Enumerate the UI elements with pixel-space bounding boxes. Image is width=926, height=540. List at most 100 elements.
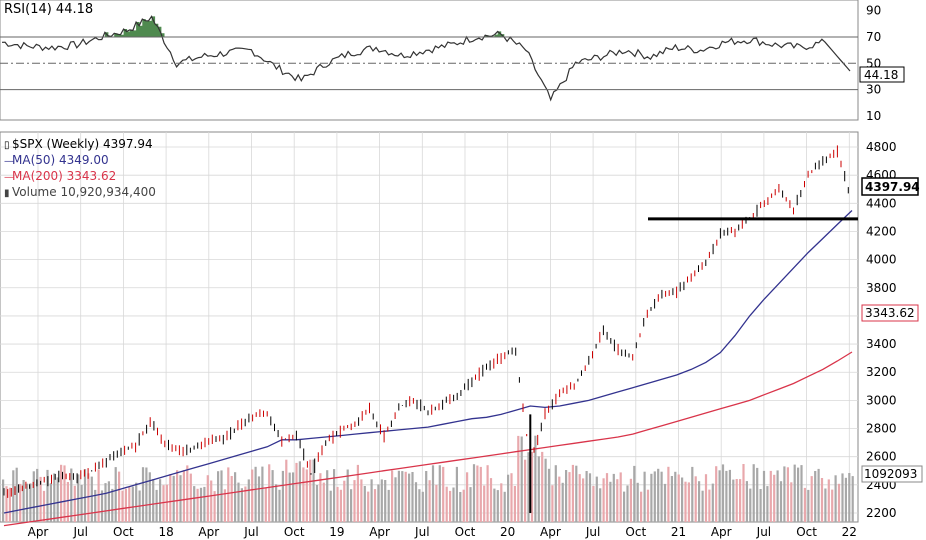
volume-bar — [360, 479, 363, 522]
volume-bar — [803, 487, 806, 522]
volume-bar — [824, 488, 827, 522]
volume-bar — [397, 470, 400, 522]
volume-bar — [698, 481, 701, 522]
volume-bar — [162, 485, 165, 522]
volume-bar — [414, 482, 418, 522]
volume-bar — [220, 470, 223, 522]
candlestick-icon: ▯ — [4, 140, 10, 151]
volume-bar — [520, 436, 523, 522]
volume-bar — [264, 487, 267, 522]
volume-bar — [32, 471, 35, 522]
volume-bar — [329, 490, 332, 522]
volume-bar — [684, 481, 687, 522]
volume-bar — [800, 465, 803, 522]
volume-bar — [769, 470, 772, 522]
volume-bar — [452, 487, 455, 522]
volume-bar — [462, 489, 465, 522]
volume-bar — [172, 475, 175, 522]
price-value-badge: 4397.94 — [861, 177, 920, 196]
volume-bar — [663, 483, 667, 522]
volume-bar — [732, 479, 735, 522]
ma50-line — [3, 210, 853, 514]
volume-value-label: 1092093 — [864, 467, 917, 481]
volume-bar — [46, 469, 49, 522]
volume-bar — [820, 478, 824, 522]
volume-bar — [312, 459, 315, 522]
volume-bar — [118, 471, 121, 522]
volume-bar — [841, 473, 844, 522]
volume-bar — [503, 491, 506, 522]
volume-bar — [739, 479, 742, 522]
volume-bar — [558, 476, 561, 522]
volume-bar — [5, 486, 8, 522]
volume-bar — [302, 467, 305, 522]
volume-bar — [793, 464, 796, 522]
price-tick-label: 4200 — [866, 224, 897, 238]
volume-bar — [650, 473, 653, 522]
volume-bar — [391, 470, 394, 522]
volume-bar — [640, 491, 643, 522]
volume-bar — [199, 487, 203, 522]
volume-bar — [571, 464, 574, 522]
volume-bar — [12, 470, 15, 522]
price-value-label: 4397.94 — [865, 180, 920, 194]
volume-bar — [237, 482, 240, 522]
volume-bar — [431, 465, 435, 522]
volume-bar — [80, 484, 83, 522]
volume-bar — [773, 474, 776, 522]
volume-bar — [653, 471, 656, 522]
volume-bar — [193, 486, 196, 522]
volume-bar — [612, 473, 615, 522]
volume-bar — [148, 472, 151, 522]
volume-bar — [674, 471, 677, 522]
price-tick-label: 2600 — [866, 450, 897, 464]
time-tick-label: Jul — [414, 525, 429, 539]
volume-bar — [762, 470, 766, 522]
volume-bar — [257, 476, 261, 522]
volume-bar — [670, 476, 673, 522]
price-tick-label: 4800 — [866, 140, 897, 154]
volume-bar — [831, 489, 834, 522]
time-tick-label: Jul — [756, 525, 771, 539]
volume-bar — [298, 461, 301, 522]
volume-bar — [507, 474, 510, 522]
volume-bar — [281, 470, 284, 522]
volume-bar — [534, 435, 537, 522]
rsi-value-badge: 44.18 — [859, 66, 905, 83]
volume-bar — [568, 472, 571, 522]
volume-bar — [496, 490, 499, 522]
volume-bar — [333, 469, 336, 522]
volume-bar — [309, 459, 312, 522]
volume-bar — [469, 487, 472, 522]
volume-bar — [834, 475, 837, 522]
volume-bar — [343, 480, 346, 522]
time-tick-label: Oct — [284, 525, 305, 539]
volume-bar — [513, 486, 516, 522]
volume-bar — [254, 466, 257, 522]
volume-bar — [595, 476, 598, 522]
volume-bar — [39, 476, 42, 522]
time-tick-label: Apr — [369, 525, 390, 539]
price-tick-label: 3200 — [866, 365, 897, 379]
volume-bar — [827, 479, 830, 522]
time-tick-label: Apr — [28, 525, 49, 539]
volume-bar — [2, 479, 5, 522]
volume-bar — [493, 488, 496, 522]
volume-bar — [22, 480, 25, 522]
time-tick-label: Oct — [796, 525, 817, 539]
volume-bar — [643, 471, 646, 522]
time-tick-label: 19 — [329, 525, 344, 539]
volume-bar — [97, 469, 100, 522]
volume-bar — [159, 479, 162, 522]
volume-bar — [336, 486, 339, 522]
volume-bar — [425, 471, 428, 522]
volume-bar — [145, 467, 148, 522]
volume-bar — [152, 479, 155, 522]
volume-bar — [350, 489, 353, 522]
volume-bar — [599, 488, 602, 522]
volume-bar — [285, 459, 288, 522]
volume-bar — [111, 488, 114, 522]
volume-bar — [169, 474, 172, 522]
line-icon: — — [4, 156, 14, 167]
